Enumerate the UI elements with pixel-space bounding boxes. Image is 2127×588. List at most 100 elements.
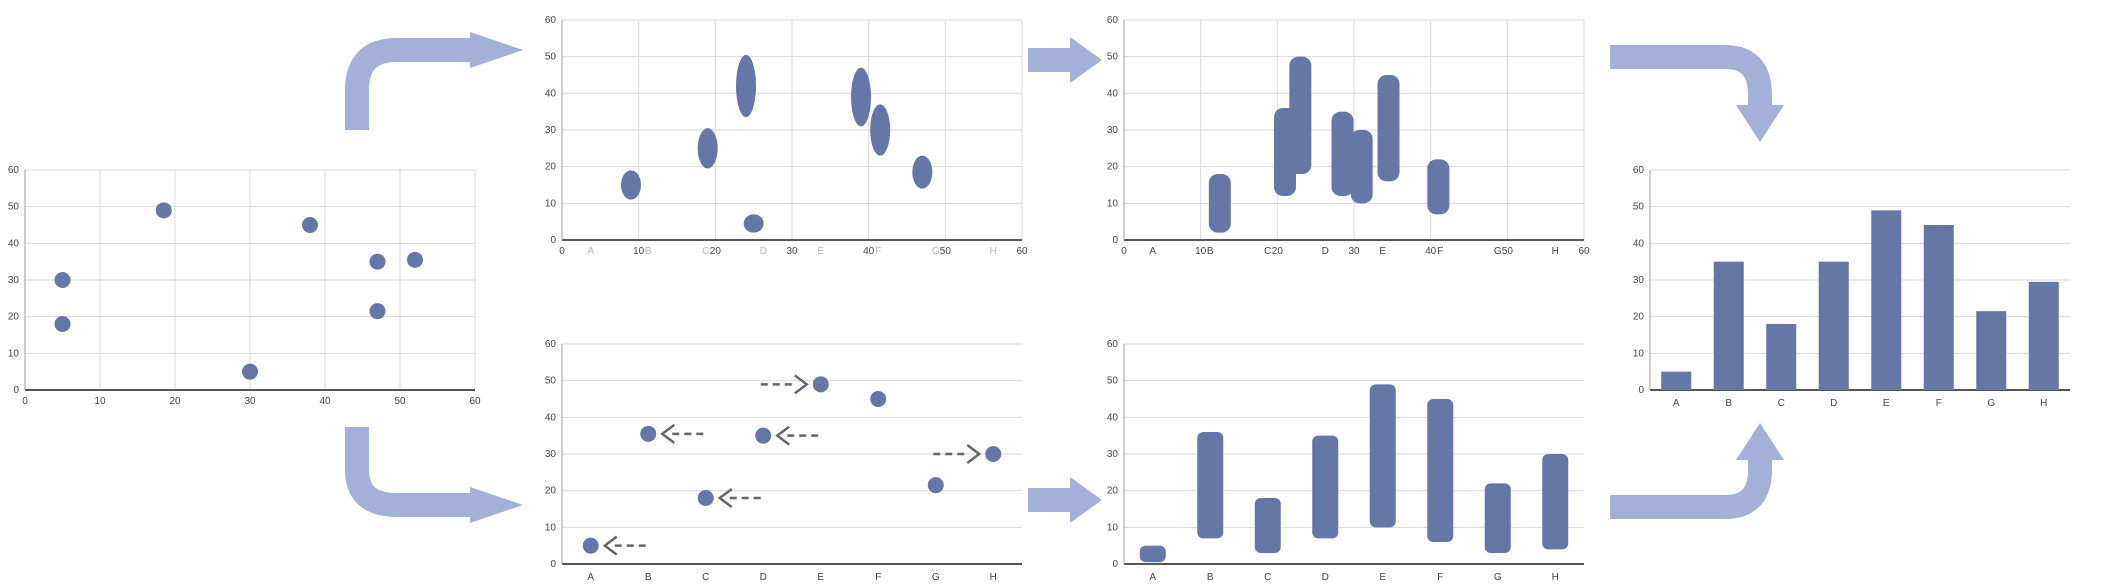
x-tick-label: 0 bbox=[22, 396, 28, 407]
faint-category-label: D bbox=[760, 246, 767, 257]
category-label: A bbox=[1149, 246, 1156, 257]
y-tick-label: 60 bbox=[1107, 339, 1119, 350]
x-tick-label: 60 bbox=[1578, 246, 1590, 257]
category-points-chart: 0 10 20 30 40 50 60 A B C D E F G H bbox=[540, 334, 1040, 588]
bar bbox=[1661, 371, 1692, 390]
category-point bbox=[640, 425, 657, 442]
faint-category-label: F bbox=[875, 246, 881, 257]
y-tick-label: 20 bbox=[545, 162, 557, 173]
y-tick-label: 20 bbox=[1107, 486, 1119, 497]
scatter-point bbox=[302, 217, 318, 233]
category-point bbox=[812, 376, 829, 393]
category-point bbox=[985, 446, 1002, 462]
arrowhead-right-icon bbox=[966, 444, 982, 464]
y-tick-label: 10 bbox=[545, 522, 557, 533]
ellipse-blob bbox=[912, 155, 933, 189]
x-tick-label: 20 bbox=[710, 246, 722, 257]
y-tick-label: 30 bbox=[1107, 449, 1119, 460]
overlapping-ranges-chart: 0 10 20 30 40 50 60 0 10 20 30 40 50 60 A B C D E F G H bbox=[1102, 12, 1602, 262]
ellipse-blob bbox=[697, 128, 718, 169]
x-tick-label: C bbox=[702, 572, 709, 583]
scatter-point bbox=[407, 251, 423, 268]
y-tick-label: 40 bbox=[8, 238, 20, 249]
y-tick-label: 10 bbox=[8, 348, 20, 359]
y-tick-label: 10 bbox=[1633, 348, 1645, 359]
y-tick-label: 0 bbox=[1112, 235, 1118, 246]
bar bbox=[1923, 225, 1954, 390]
x-tick-label: 30 bbox=[244, 396, 256, 407]
category-point bbox=[697, 490, 714, 506]
x-tick-label: 60 bbox=[1016, 246, 1028, 257]
x-tick-label: E bbox=[1379, 572, 1386, 583]
x-tick-label: 40 bbox=[863, 246, 875, 257]
scatter-point bbox=[369, 303, 386, 320]
y-tick-label: 0 bbox=[550, 235, 556, 246]
x-tick-label: D bbox=[1322, 572, 1329, 583]
y-tick-label: 50 bbox=[8, 202, 20, 213]
x-tick-label: G bbox=[1494, 572, 1502, 583]
y-tick-label: 40 bbox=[1107, 412, 1119, 423]
x-tick-label: B bbox=[1207, 572, 1214, 583]
scatter-ellipses-chart: 0 10 20 30 40 50 60 0 10 20 30 40 50 60 A B C D E F G H bbox=[540, 12, 1040, 262]
y-tick-label: 40 bbox=[545, 412, 557, 423]
category-label: H bbox=[1552, 246, 1559, 257]
arrowhead-left-icon bbox=[602, 535, 618, 556]
arrowhead-left-icon bbox=[660, 423, 675, 444]
ellipse-blob bbox=[743, 214, 764, 233]
y-tick-label: 10 bbox=[1107, 198, 1119, 209]
y-tick-label: 60 bbox=[8, 165, 20, 176]
y-tick-label: 30 bbox=[1633, 275, 1645, 286]
x-tick-label: C bbox=[1264, 572, 1271, 583]
x-tick-label: 10 bbox=[94, 396, 106, 407]
category-range-bar bbox=[1312, 435, 1339, 539]
x-tick-label: H bbox=[1552, 572, 1559, 583]
y-tick-label: 20 bbox=[545, 486, 557, 497]
y-tick-label: 10 bbox=[545, 198, 557, 209]
y-tick-label: 20 bbox=[8, 312, 20, 323]
category-point bbox=[755, 427, 772, 444]
arrowhead-right-icon bbox=[794, 374, 809, 395]
y-tick-label: 30 bbox=[545, 125, 557, 136]
y-tick-label: 0 bbox=[1112, 559, 1118, 570]
scatter-point bbox=[54, 316, 71, 332]
x-tick-label: G bbox=[1987, 398, 1995, 409]
ellipse-blob bbox=[851, 67, 871, 127]
category-range-bar bbox=[1427, 399, 1454, 542]
y-tick-label: 20 bbox=[1107, 162, 1119, 173]
x-tick-label: 0 bbox=[1121, 246, 1127, 257]
category-label: G bbox=[1494, 246, 1502, 257]
x-tick-label: 20 bbox=[169, 396, 181, 407]
x-tick-label: D bbox=[760, 572, 767, 583]
x-tick-label: 30 bbox=[1348, 246, 1360, 257]
range-bar bbox=[1331, 111, 1354, 196]
category-label: F bbox=[1437, 246, 1443, 257]
range-bar bbox=[1427, 159, 1450, 215]
category-ranges-chart: 0 10 20 30 40 50 60 A B C D E F G H bbox=[1102, 334, 1602, 588]
x-tick-label: 30 bbox=[786, 246, 798, 257]
ellipse-blob bbox=[870, 104, 891, 156]
x-tick-label: E bbox=[817, 572, 824, 583]
x-tick-label: 40 bbox=[319, 396, 331, 407]
scatter-point bbox=[54, 272, 71, 288]
y-tick-label: 0 bbox=[1638, 385, 1644, 396]
category-range-bar bbox=[1139, 545, 1166, 563]
flow-arrow-right-down-icon bbox=[1610, 45, 1784, 142]
category-range-bar bbox=[1369, 384, 1396, 528]
x-tick-label: 10 bbox=[633, 246, 645, 257]
flow-arrow-right-bottom-icon bbox=[1028, 477, 1102, 523]
category-point bbox=[870, 391, 887, 407]
faint-category-label: E bbox=[817, 246, 824, 257]
x-tick-label: B bbox=[1725, 398, 1732, 409]
range-bar bbox=[1350, 130, 1373, 204]
x-tick-label: B bbox=[645, 572, 652, 583]
y-tick-label: 30 bbox=[8, 275, 20, 286]
bar bbox=[1713, 261, 1744, 390]
arrowhead-left-icon bbox=[717, 488, 733, 508]
faint-category-label: B bbox=[645, 246, 652, 257]
range-bar bbox=[1289, 56, 1312, 174]
x-tick-label: 50 bbox=[394, 396, 406, 407]
y-tick-label: 10 bbox=[1107, 522, 1119, 533]
arrowhead-left-icon bbox=[775, 425, 790, 446]
flow-arrow-up-right-icon bbox=[345, 32, 523, 130]
x-tick-label: E bbox=[1883, 398, 1890, 409]
